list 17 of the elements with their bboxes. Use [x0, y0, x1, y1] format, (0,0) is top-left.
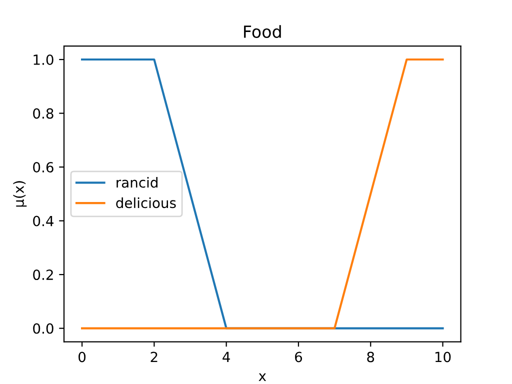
legend-label: rancid: [116, 177, 158, 188]
x-tick-label: 10: [435, 352, 451, 362]
x-tick-label: 2: [150, 352, 158, 362]
y-tick-label: 0.8: [33, 108, 54, 119]
y-tick-label: 1.0: [34, 54, 54, 65]
y-tick-label: 0.4: [33, 216, 54, 226]
x-tick-label: 8: [367, 352, 374, 362]
chart-title: Food: [244, 25, 281, 38]
y-tick-label: 0.2: [33, 270, 53, 280]
y-tick-label: 0.0: [33, 323, 54, 334]
legend-label: delicious: [116, 197, 176, 208]
x-tick-label: 4: [222, 352, 230, 362]
y-axis-title: μ(x): [13, 181, 27, 207]
x-tick-label: 0: [78, 352, 86, 362]
y-tick-label: 0.6: [33, 162, 54, 173]
x-tick-label: 6: [295, 352, 302, 362]
x-axis-title: x: [258, 373, 266, 382]
